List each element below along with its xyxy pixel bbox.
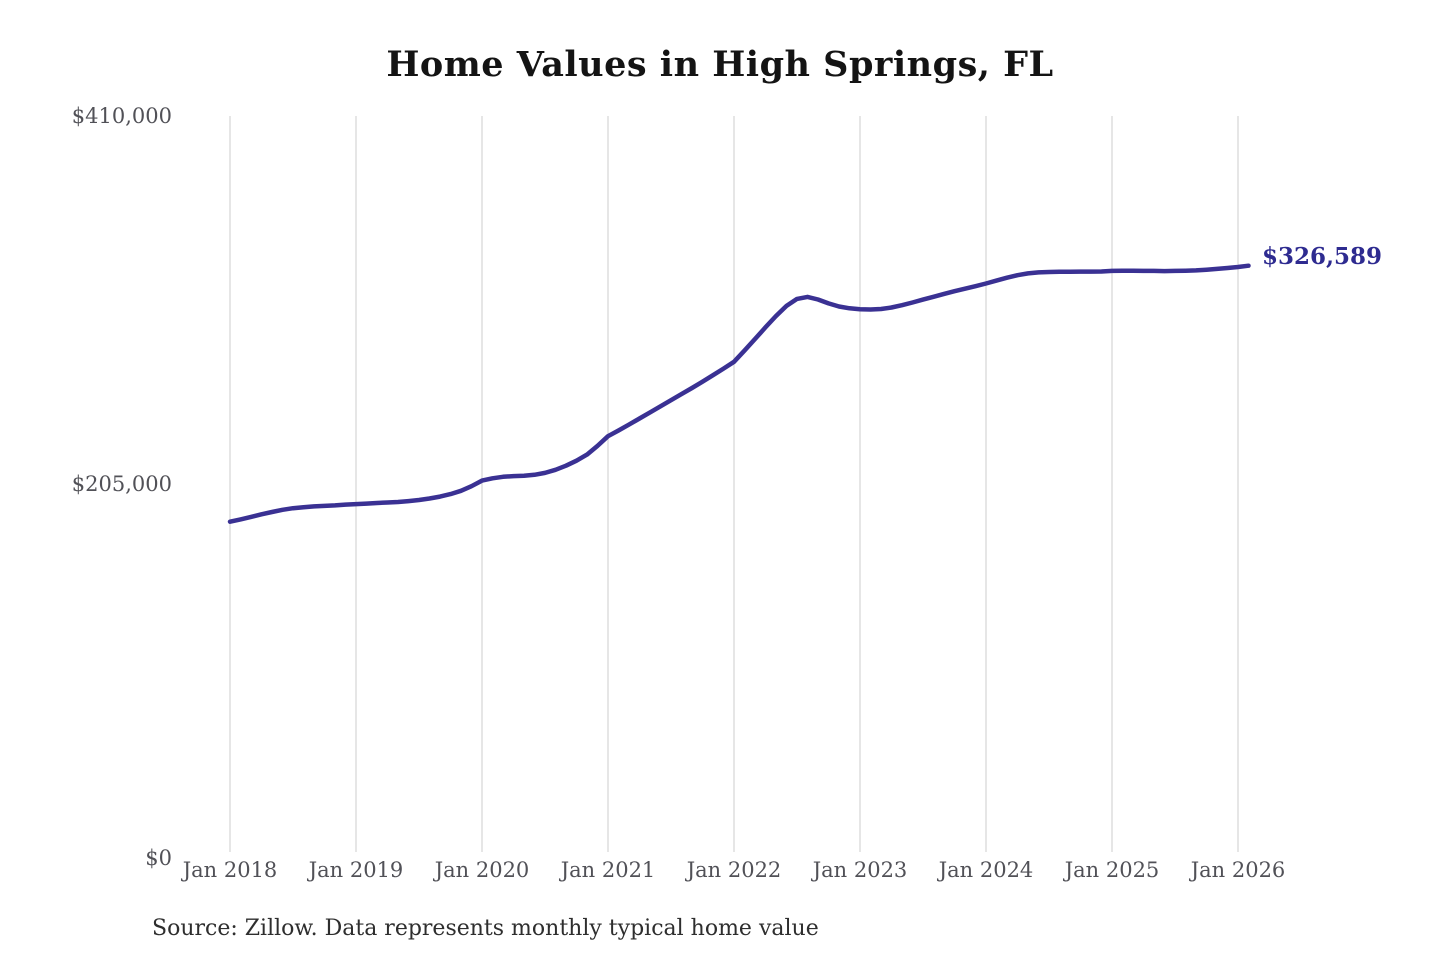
x-axis-tick-label: Jan 2024	[938, 858, 1034, 882]
y-axis-tick-label: $0	[145, 846, 172, 870]
x-axis-tick-label: Jan 2018	[182, 858, 278, 882]
x-axis-tick-label: Jan 2026	[1190, 858, 1286, 882]
x-axis-tick-label: Jan 2025	[1064, 858, 1160, 882]
source-note: Source: Zillow. Data represents monthly …	[152, 916, 819, 941]
chart-title: Home Values in High Springs, FL	[386, 44, 1054, 85]
x-axis-tick-label: Jan 2021	[560, 858, 656, 882]
x-axis-tick-label: Jan 2023	[812, 858, 908, 882]
home-value-line	[227, 263, 1251, 524]
x-axis-tick-label: Jan 2022	[686, 858, 782, 882]
x-axis-tick-label: Jan 2020	[434, 858, 530, 882]
y-axis-tick-label: $205,000	[71, 472, 172, 496]
y-axis-tick-label: $410,000	[71, 104, 172, 128]
x-axis-tick-label: Jan 2019	[308, 858, 404, 882]
latest-value-label: $326,589	[1262, 243, 1383, 270]
